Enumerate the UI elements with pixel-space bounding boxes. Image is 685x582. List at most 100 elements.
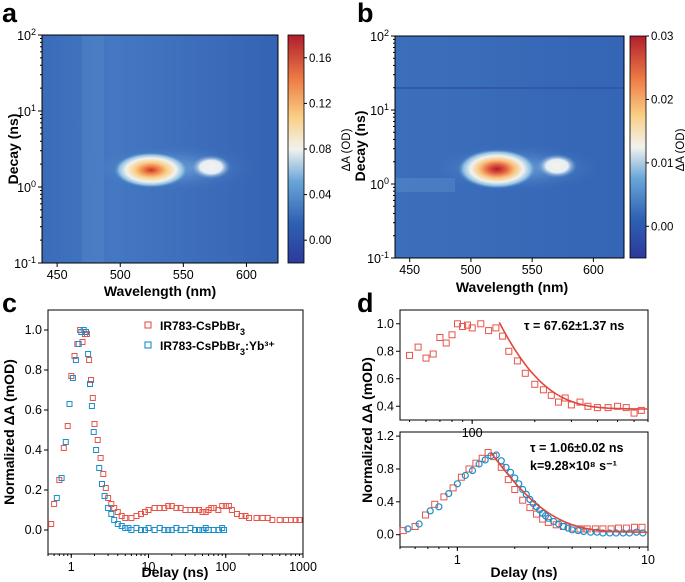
scatter-c-point (99, 481, 105, 487)
scatter-c-point (102, 485, 109, 491)
scatter-c-point (62, 439, 69, 445)
scatter-c-point (88, 377, 94, 383)
scatter-c-point (215, 507, 222, 513)
scatter-d-bottom-point (399, 527, 407, 535)
scatter-c-point (138, 527, 144, 533)
scatter-c-point (66, 401, 73, 407)
panel-b: b 450 500 550 600 10-1 100 101 102 Wavelength (… (352, 0, 685, 295)
heatmap-b-y-tick-label: 102 (370, 28, 389, 44)
heatmap-a-x-tick-label: 550 (173, 268, 194, 282)
scatter-d-top-point (576, 398, 584, 406)
scatter-d-top-point (442, 339, 450, 347)
scatter-d-bottom-x-tick-label: 1 (454, 553, 461, 567)
scatter-c-point (88, 403, 95, 409)
scatter-d-top-x-tick-label: 100 (462, 426, 483, 440)
scatter-d-top-y-tick-label: 0.8 (377, 344, 394, 358)
scatter-c-point (51, 501, 58, 507)
scatter-d-bottom-point (453, 480, 461, 488)
scatter-c-point (60, 445, 67, 451)
scatter-c-x-tick-label: 1000 (289, 560, 317, 574)
scatter-d-top-point (630, 409, 638, 417)
scatter-c-point (94, 437, 101, 443)
colorbar-b-ticks: 0.00 0.01 0.02 0.03 (646, 31, 673, 233)
colorbar-a-tick-label: 0.12 (309, 98, 331, 110)
scatter-c-point (75, 341, 82, 347)
scatter-c-point (296, 517, 303, 523)
heatmap-b-x-tick-label: 550 (522, 263, 543, 277)
scatter-d-top-point (499, 332, 507, 340)
scatter-c-x-tick-label: 100 (215, 560, 236, 574)
scatter-d-top-point (436, 334, 444, 341)
scatter-d-bottom-point (625, 529, 634, 537)
scatter-d-bottom-point (564, 524, 572, 532)
scatter-d-top-point (429, 350, 437, 358)
scatter-d-top-point (505, 347, 513, 355)
scatter-c-point (83, 329, 89, 335)
heatmap-a-y-tick-label: 101 (17, 103, 36, 119)
heatmap-b-xlabel: Wavelength (nm) (456, 279, 568, 295)
scatter-d-top-point (406, 351, 413, 359)
heatmap-b-y-tick-label: 101 (370, 102, 389, 118)
panel-a: a 450 500 550 600 10-1 100 101 102 Wavelength (… (2, 0, 353, 299)
scatter-c-y-tick-label: 1.0 (25, 323, 42, 337)
scatter-c-point (228, 507, 235, 513)
scatter-c-point (259, 515, 266, 521)
scatter-c-point (222, 503, 229, 509)
scatter-c-point (269, 517, 276, 523)
scatter-c-point (96, 465, 103, 471)
scatter-c-point (199, 509, 206, 515)
scatter-d-bottom-y-tick-label: 0.0 (377, 528, 394, 542)
scatter-d-xlabel: Delay (ns) (491, 564, 558, 580)
scatter-d-bottom-plot: 1 10 0.0 0.4 0.8 1.2 (377, 429, 655, 567)
scatter-d-top-point (468, 324, 476, 332)
heatmap-b-y-tick-label: 100 (370, 176, 389, 192)
heatmap-a-y-tick-label: 100 (17, 179, 36, 195)
panel-letter-b: b (357, 0, 374, 28)
scatter-c-point (48, 521, 55, 527)
scatter-c-point (111, 517, 118, 523)
scatter-c-point (165, 527, 172, 533)
heatmap-b-x-tick-label: 500 (460, 263, 481, 277)
scatter-c-point (165, 503, 172, 509)
colorbar-a-label: ΔA (OD) (341, 128, 353, 171)
legend-c-label-blue: IR783-CsPbBr3:Yb³⁺ (160, 339, 275, 357)
heatmap-a-main-peak (113, 152, 189, 188)
scatter-d-bottom-point (426, 507, 434, 515)
colorbar-b (629, 35, 647, 259)
scatter-d-top-y-tick-label: 1.0 (377, 317, 394, 331)
heatmap-a-x-tick-label: 450 (47, 268, 68, 282)
heatmap-b-y-tick-label: 10-1 (367, 250, 389, 266)
heatmap-b-x-tick-label: 450 (399, 263, 420, 277)
scatter-c-point (192, 527, 198, 533)
scatter-d-bottom-point (481, 456, 489, 464)
heatmap-a-y-tick-label: 102 (17, 27, 36, 43)
scatter-c-point (122, 525, 129, 531)
scatter-c-point (64, 423, 71, 429)
scatter-c-x-tick-label: 1 (68, 560, 75, 574)
scatter-c-point (182, 527, 189, 533)
scatter-c-point (101, 493, 108, 499)
scatter-c-point (53, 495, 60, 501)
scatter-c-point (89, 395, 96, 401)
legend-c-label-red: IR783-CsPbBr3 (160, 319, 245, 337)
scatter-c-point (100, 471, 107, 477)
scatter-c-point (196, 527, 202, 533)
scatter-c-xlabel: Delay (ns) (142, 564, 209, 580)
scatter-d-bottom-point (638, 523, 646, 531)
scatter-c-point (85, 351, 92, 357)
scatter-d-bottom-point (519, 496, 527, 504)
scatter-c-point (161, 527, 168, 533)
colorbar-b-tick-label: 0.00 (651, 221, 673, 233)
scatter-c-point (93, 447, 100, 453)
heatmap-b-side-peak (537, 154, 577, 178)
heatmap-b-x-tick-label: 600 (583, 263, 604, 277)
scatter-c-y-tick-label: 0.2 (25, 483, 42, 497)
scatter-d-top-point (422, 354, 430, 362)
scatter-c-point (276, 517, 283, 523)
panel-letter-a: a (2, 0, 18, 28)
scatter-d-top-point (485, 327, 493, 335)
scatter-d-bottom-point (622, 524, 630, 532)
scatter-d-bottom-point (472, 459, 480, 467)
colorbar-a-tick-label: 0.08 (309, 144, 331, 156)
scatter-d-bottom-point (497, 457, 505, 465)
